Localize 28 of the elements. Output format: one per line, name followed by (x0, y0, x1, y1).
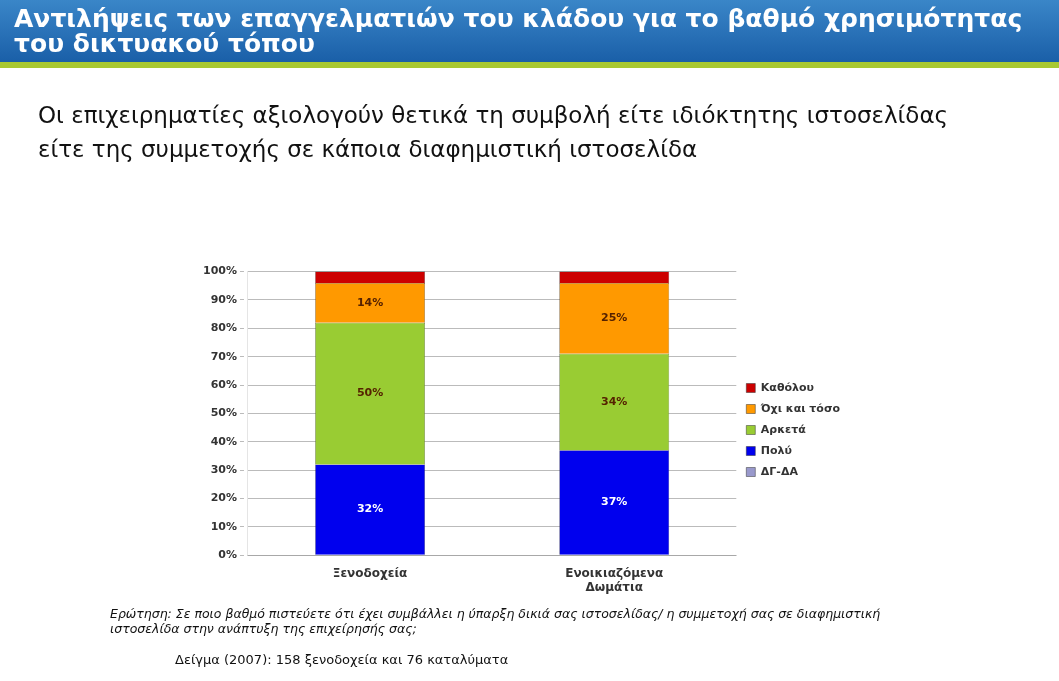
legend-label: ΔΓ-ΔΑ (760, 464, 799, 478)
text: Ερώτηση: Σε ποιο βαθμό πιστεύετε ότι έχει συμβάλλει η ύπαρξη δικιά σας ιστοσελίδας/ η συμμετοχή σας σε διαφημιστική ιστοσελίδα στην ανάπτυξη της επιχείρησής σας; (110, 606, 882, 636)
x-tick-label: Ενοικιαζόμενα Δωμάτια (565, 565, 664, 594)
y-tick-label: 0% (218, 548, 237, 562)
y-tick-label: 30% (210, 462, 237, 476)
legend-label: Αρκετά (760, 422, 807, 436)
y-tick-label: 100% (203, 264, 237, 278)
legend-label: Καθόλου (760, 380, 814, 394)
data-label: 25% (601, 311, 628, 325)
chart-subtitle: Οι επιχειρηματίες αξιολογούν θετικά τη συμβολή είτε ιδιόκτητης ιστοσελίδας είτε της συμμετοχής σε κάποια διαφημιστική ιστοσελίδα (38, 101, 950, 164)
data-label: 14% (356, 295, 384, 309)
y-tick-label: 60% (210, 377, 237, 391)
data-label: 50% (356, 386, 384, 400)
y-tick-label: 90% (210, 292, 237, 306)
data-label: 37% (601, 495, 628, 509)
text: Δείγμα (2007): 158 ξενοδοχεία και 76 καταλύματα (175, 652, 509, 667)
chart-title: Αντιλήψεις των επαγγελματιών του κλάδου για το βαθμό χρησιμότητας του δικτυακού τόπου (0, 0, 1059, 68)
y-tick-label: 50% (210, 406, 237, 420)
data-label: 34% (601, 394, 628, 408)
y-tick-label: 80% (210, 321, 237, 335)
legend-label: Πολύ (760, 443, 792, 457)
y-tick-label: 20% (210, 491, 237, 505)
y-tick-label: 40% (210, 434, 237, 448)
y-tick-label: 10% (210, 519, 237, 533)
x-tick-label: Ξενοδοχεία (332, 565, 408, 580)
y-tick-label: 70% (210, 349, 237, 363)
legend-label: Όχι και τόσο (759, 401, 841, 415)
data-label: 32% (356, 502, 384, 516)
